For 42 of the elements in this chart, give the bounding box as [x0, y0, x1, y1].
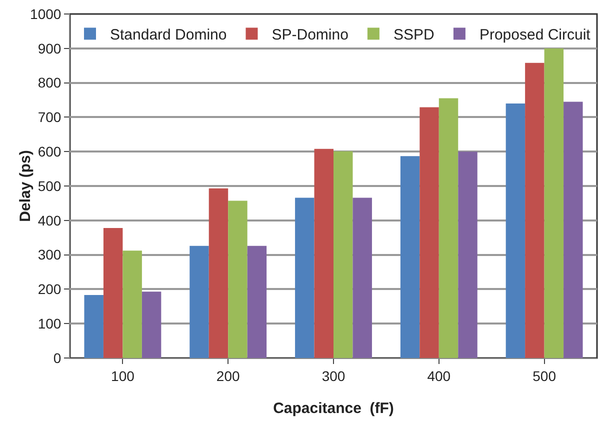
- bar: [400, 156, 420, 358]
- bar: [458, 152, 478, 358]
- legend-label: SSPD: [393, 26, 434, 44]
- bar: [564, 102, 583, 358]
- x-tick-label: 400: [427, 368, 451, 384]
- y-tick-label: 0: [53, 350, 62, 366]
- y-tick-label: 700: [38, 109, 62, 126]
- bar: [314, 148, 334, 358]
- bar: [352, 198, 372, 358]
- bar: [506, 103, 526, 358]
- bar: [525, 62, 544, 358]
- legend-label: Proposed Circuit: [479, 26, 592, 44]
- bar: [84, 295, 104, 358]
- bar: [420, 107, 439, 358]
- bar: [142, 292, 162, 358]
- x-tick-label: 100: [111, 368, 135, 384]
- x-tick-label: 300: [322, 368, 346, 384]
- legend-label: SP-Domino: [272, 26, 348, 44]
- bar: [438, 98, 458, 358]
- bar: [228, 200, 248, 358]
- bar: [247, 246, 267, 358]
- bar: [190, 246, 209, 358]
- x-axis-title: Capacitance (fF): [273, 400, 394, 417]
- y-tick-label: 800: [38, 74, 62, 91]
- x-tick-label: 200: [216, 368, 240, 384]
- y-tick-label: 1000: [30, 6, 62, 22]
- bar: [103, 228, 123, 358]
- y-tick-label: 200: [38, 281, 62, 298]
- y-tick-label: 400: [38, 212, 62, 228]
- y-tick-label: 900: [38, 40, 62, 56]
- y-tick-label: 500: [38, 178, 62, 194]
- x-tick-label: 500: [532, 368, 556, 384]
- bar: [208, 188, 228, 358]
- y-tick-label: 100: [38, 316, 62, 332]
- bar: [544, 48, 564, 358]
- legend-label: Standard Domino: [110, 26, 227, 44]
- y-tick-label: 600: [38, 144, 62, 160]
- bar: [334, 151, 353, 358]
- bar: [122, 250, 142, 358]
- y-axis-title: Delay (ps): [17, 150, 34, 222]
- y-tick-label: 300: [38, 246, 62, 263]
- bar: [295, 198, 314, 358]
